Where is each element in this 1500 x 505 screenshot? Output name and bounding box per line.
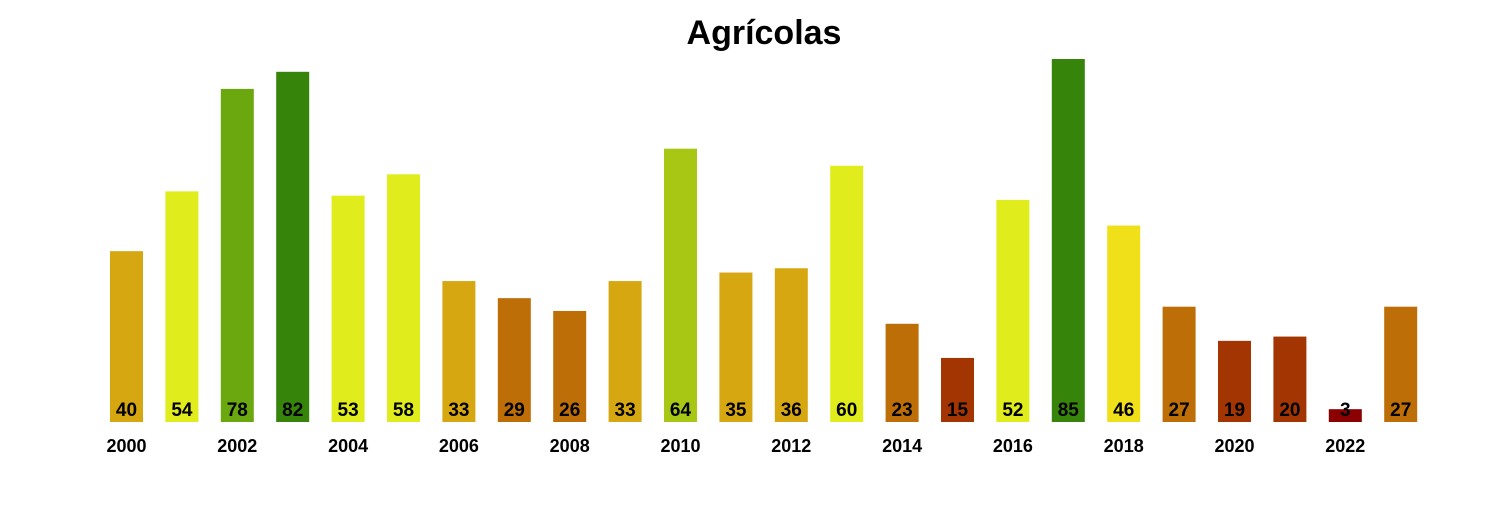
bar-2012	[774, 268, 808, 422]
bar-2002	[220, 88, 254, 423]
data-label-2007: 29	[504, 400, 525, 421]
bar-2019	[1162, 306, 1196, 422]
chart-title: Agrícolas	[687, 14, 842, 52]
x-tick-label-2014: 2014	[882, 436, 922, 456]
data-label-2008: 26	[559, 400, 580, 421]
x-tick-label-2004: 2004	[328, 436, 368, 456]
x-tick-label-2006: 2006	[439, 436, 479, 456]
bar-2017	[1051, 59, 1085, 422]
bar-2006	[442, 281, 476, 422]
bar-2004	[331, 195, 365, 422]
bar-2000	[110, 251, 143, 422]
data-label-2021: 20	[1279, 400, 1300, 421]
bar-2003	[276, 71, 310, 422]
data-label-2005: 58	[393, 400, 414, 421]
x-tick-label-2000: 2000	[106, 436, 146, 456]
bar-2023	[1384, 306, 1418, 422]
data-label-2004: 53	[338, 400, 359, 421]
bar-2010	[664, 148, 697, 422]
data-label-2010: 64	[670, 400, 692, 421]
data-label-2022: 3	[1340, 400, 1351, 421]
data-label-2003: 82	[282, 400, 303, 421]
data-label-2000: 40	[116, 400, 137, 421]
x-tick-label-2022: 2022	[1325, 436, 1365, 456]
bar-2020	[1218, 340, 1251, 422]
x-tick-label-2016: 2016	[993, 436, 1033, 456]
data-label-2018: 46	[1113, 400, 1134, 421]
data-label-2006: 33	[448, 400, 469, 421]
x-tick-label-2010: 2010	[660, 436, 700, 456]
bar-2011	[719, 272, 753, 422]
data-label-2011: 35	[725, 400, 747, 421]
bars: 40 54 78 82 53 58 33 29 26 33 64 35 36 60 23 15 52 85 46 27…	[110, 59, 1418, 423]
data-label-2009: 33	[615, 400, 636, 421]
bar-2005	[387, 174, 420, 422]
x-tick-label-2008: 2008	[550, 436, 590, 456]
data-label-2016: 52	[1002, 400, 1023, 421]
data-label-2013: 60	[836, 400, 857, 421]
data-label-2001: 54	[171, 400, 193, 421]
bar-2018	[1107, 225, 1141, 422]
bar-2007	[497, 298, 531, 422]
data-label-2019: 27	[1169, 400, 1190, 421]
bar-2021	[1273, 336, 1307, 422]
bar-2009	[608, 281, 642, 422]
x-tick-label-2018: 2018	[1104, 436, 1144, 456]
bar-2014	[885, 323, 919, 422]
x-tick-label-2012: 2012	[771, 436, 811, 456]
bar-2015	[941, 357, 974, 422]
x-tick-label-2002: 2002	[217, 436, 257, 456]
data-label-2023: 27	[1390, 400, 1411, 421]
bar-2008	[553, 310, 587, 422]
bar-2013	[830, 165, 864, 422]
bar-2001	[165, 191, 199, 422]
data-label-2002: 78	[227, 400, 248, 421]
data-label-2020: 19	[1224, 400, 1245, 421]
data-label-2017: 85	[1058, 400, 1080, 421]
bar-2022	[1328, 409, 1362, 422]
data-label-2015: 15	[947, 400, 969, 421]
data-label-2012: 36	[781, 400, 802, 421]
x-axis-ticks: 2000 2002 2004 2006 2008 2010 2012 2014 2016 2018…	[106, 436, 1365, 456]
data-label-2014: 23	[892, 400, 913, 421]
bar-2016	[996, 199, 1030, 422]
x-tick-label-2020: 2020	[1214, 436, 1254, 456]
